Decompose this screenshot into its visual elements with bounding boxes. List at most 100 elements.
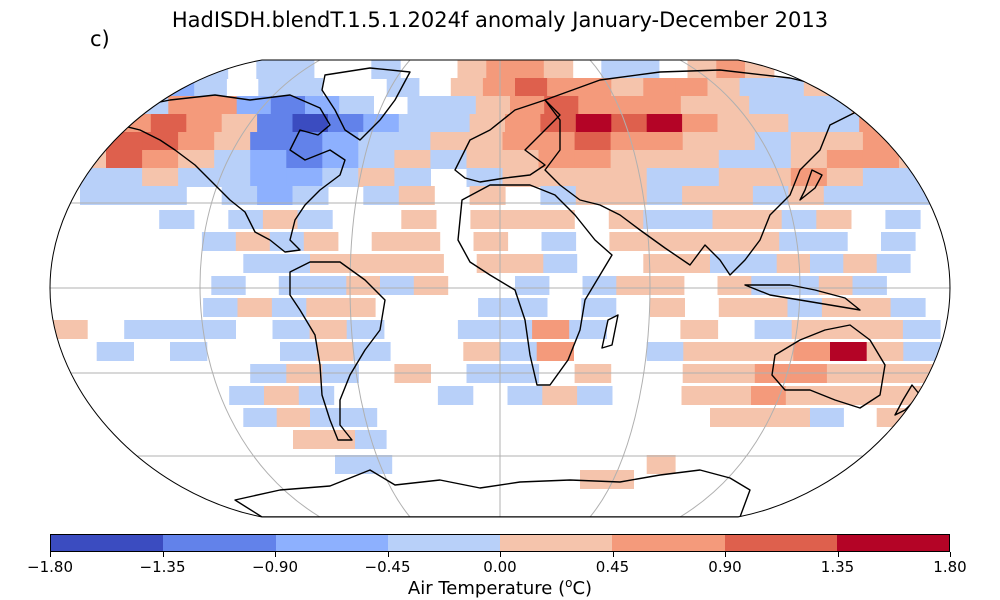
anomaly-cell (680, 96, 716, 115)
colorbar (50, 534, 950, 552)
anomaly-cell (194, 78, 227, 97)
anomaly-cell (752, 114, 789, 133)
anomaly-cell (716, 386, 752, 405)
coast-indonesia (744, 284, 861, 311)
anomaly-cell (264, 386, 300, 405)
anomaly-cell (510, 254, 544, 273)
colorbar-tick-label: −0.90 (252, 558, 298, 576)
anomaly-cell (297, 210, 333, 229)
colorbar-segment (51, 535, 164, 551)
meridian-60e (589, 60, 651, 517)
coast-madagascar (601, 314, 619, 349)
anomaly-cell (582, 276, 617, 295)
anomaly-cell (159, 210, 195, 229)
anomaly-cell (543, 254, 578, 273)
anomaly-cell (272, 320, 311, 339)
anomaly-cell (739, 78, 773, 97)
anomaly-cell (290, 78, 324, 97)
anomaly-cell (394, 132, 431, 151)
anomaly-cell (106, 168, 143, 187)
anomaly-cell (507, 386, 543, 405)
anomaly-cell (214, 168, 251, 187)
coast-north-america (119, 94, 346, 253)
anomaly-cell (466, 150, 504, 169)
anomaly-cell (650, 276, 685, 295)
anomaly-cell (303, 232, 339, 251)
anomaly-cell (574, 150, 612, 169)
anomaly-cell (150, 186, 187, 205)
anomaly-cell (250, 168, 287, 187)
anomaly-cell (852, 276, 887, 295)
anomaly-cell (470, 210, 506, 229)
anomaly-cell (785, 386, 822, 405)
anomaly-cell (643, 210, 679, 229)
anomaly-cell (178, 168, 215, 187)
anomaly-cell (186, 114, 223, 133)
anomaly-cell (681, 386, 717, 405)
anomaly-cell (680, 320, 719, 339)
anomaly-cell (682, 168, 720, 187)
anomaly-cell (650, 298, 685, 317)
anomaly-cell (70, 132, 107, 151)
anomaly-cell (646, 342, 684, 361)
anomaly-cell (630, 60, 660, 79)
anomaly-cell (466, 132, 504, 151)
anomaly-cell (707, 78, 741, 97)
anomaly-cell (574, 168, 612, 187)
anomaly-cell (862, 132, 900, 151)
anomaly-cell (410, 254, 444, 273)
anomaly-cell (899, 150, 936, 169)
anomaly-cell (286, 132, 323, 151)
anomaly-cell (256, 60, 286, 79)
anomaly-cell (250, 132, 287, 151)
anomaly-cell (855, 386, 891, 405)
anomaly-cell (198, 320, 236, 339)
anomaly-cell (358, 168, 395, 187)
anomaly-cell (902, 320, 941, 339)
anomaly-cell (830, 342, 868, 361)
anomaly-cell (823, 186, 860, 205)
anomaly-cell (363, 455, 393, 474)
anomaly-cell (677, 210, 714, 229)
anomaly-cell (610, 150, 648, 169)
anomaly-cell (358, 132, 395, 151)
anomaly-cell (358, 150, 395, 169)
anomaly-cell (547, 78, 580, 97)
anomaly-cell (541, 232, 577, 251)
anomaly-cell (826, 132, 864, 151)
anomaly-cell (473, 232, 509, 251)
anomaly-cell (823, 114, 860, 133)
anomaly-cell (783, 96, 819, 115)
colorbar-tick-label: 0.90 (708, 558, 742, 576)
anomaly-cell (178, 132, 215, 151)
anomaly-cell (476, 254, 511, 273)
anomaly-cell (335, 455, 364, 474)
anomaly-cell (500, 342, 538, 361)
anomaly-cell (781, 210, 817, 229)
anomaly-map (49, 59, 951, 518)
anomaly-cell (646, 96, 682, 115)
anomaly-cell (271, 298, 307, 317)
anomaly-cell (646, 132, 684, 151)
anomaly-cell (753, 298, 789, 317)
anomaly-cell (469, 114, 506, 133)
anomaly-cell (270, 96, 306, 115)
anomaly-cell (202, 96, 238, 115)
anomaly-cell (611, 186, 648, 205)
anomaly-cell (96, 342, 134, 361)
coastlines (119, 67, 921, 517)
anomaly-cell (643, 254, 678, 273)
colorbar-tick (500, 552, 501, 557)
anomaly-cell (457, 60, 487, 79)
anomaly-cell (309, 320, 348, 339)
anomaly-cell (502, 132, 540, 151)
map-content (50, 60, 950, 517)
anomaly-cell (715, 96, 750, 115)
anomaly-cell (142, 168, 179, 187)
anomaly-cell (363, 186, 400, 205)
anomaly-cell (201, 232, 237, 251)
anomaly-cell (214, 132, 251, 151)
anomaly-cell (236, 96, 272, 115)
anomaly-cell (532, 320, 570, 339)
anomaly-cell (569, 320, 607, 339)
